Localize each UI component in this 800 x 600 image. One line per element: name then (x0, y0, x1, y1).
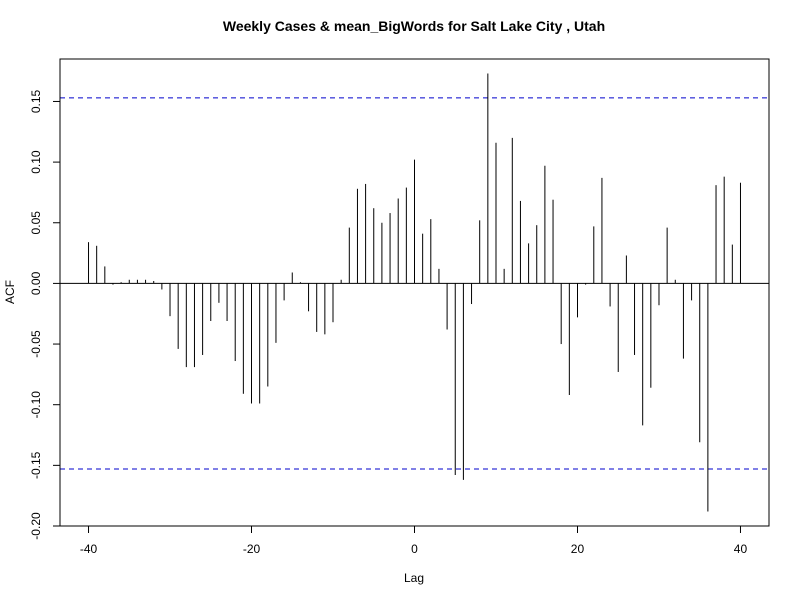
axes: -40 -20 0 20 40 -0.20 -0.15 -0.10 -0.05 0.00 0.05 0… (29, 58, 770, 556)
x-tick-label: 20 (571, 542, 585, 556)
x-tick-label: -20 (243, 542, 261, 556)
x-axis-label: Lag (404, 571, 424, 585)
x-tick-label: 40 (734, 542, 748, 556)
y-tick-label: -0.10 (29, 391, 43, 419)
y-tick-label: -0.05 (29, 330, 43, 358)
y-tick-label: 0.00 (29, 271, 43, 295)
chart-title: Weekly Cases & mean_BigWords for Salt La… (223, 18, 605, 34)
plot-area (60, 73, 769, 512)
y-tick-label: -0.15 (29, 451, 43, 479)
x-tick-label: -40 (80, 542, 98, 556)
plot-frame (59, 58, 770, 527)
y-tick-label: 0.05 (29, 211, 43, 235)
y-tick-label: 0.10 (29, 150, 43, 174)
y-tick-label: -0.20 (29, 512, 43, 540)
y-axis-label: ACF (3, 280, 17, 304)
x-tick-label: 0 (411, 542, 418, 556)
y-tick-label: 0.15 (29, 89, 43, 113)
